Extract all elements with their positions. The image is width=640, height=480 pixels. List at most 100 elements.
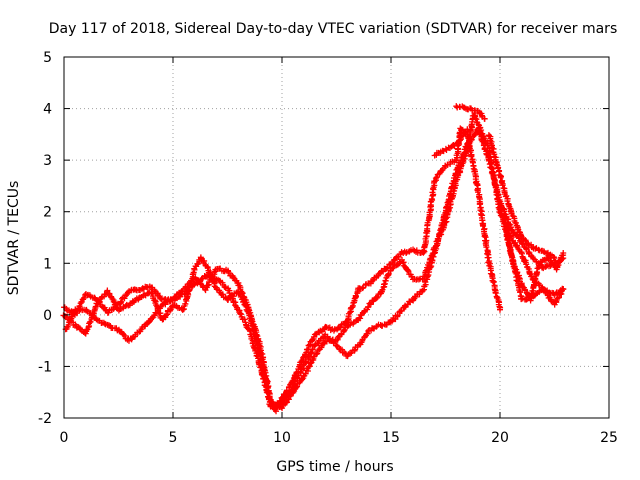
data-point-marker [429,251,436,258]
data-point-marker [373,295,380,302]
x-tick-label: 5 [169,430,178,446]
x-tick-label: 0 [60,430,69,446]
data-point-marker [560,249,567,256]
data-point-marker [483,244,490,251]
data-point-marker [294,383,301,390]
data-point-marker [382,277,389,284]
data-point-marker [145,319,152,326]
data-point-marker [405,268,412,275]
y-tick-label: 3 [43,153,52,169]
y-tick-label: 2 [43,205,52,221]
data-point-marker [383,265,390,272]
data-point-marker [463,148,470,155]
y-axis-label: SDTVAR / TECUs [6,181,22,296]
data-point-marker [313,351,320,358]
data-point-marker [520,241,527,248]
y-tick-label: 0 [43,308,52,324]
data-point-marker [516,274,523,281]
x-tick-label: 25 [600,430,618,446]
data-point-marker [333,342,340,349]
data-point-marker [419,287,426,294]
data-point-marker [135,295,142,302]
data-point-marker [182,300,189,307]
data-point-marker [490,279,497,286]
data-point-marker [498,210,505,217]
data-point-marker [187,282,194,289]
data-point-marker [388,318,395,325]
data-point-marker [164,311,171,318]
data-point-marker [299,376,306,383]
data-point-marker [532,275,539,282]
data-point-marker [110,298,117,305]
data-point-marker [225,270,232,277]
y-tick-label: 5 [43,50,52,66]
data-point-marker [471,132,478,139]
data-point-marker [109,295,116,302]
data-point-marker [432,244,439,251]
data-point-marker [525,240,532,247]
data-point-marker [81,294,88,301]
data-point-marker [560,286,567,293]
data-point-marker [487,137,494,144]
data-point-marker [431,178,438,185]
data-point-marker [121,332,128,339]
data-point-marker [118,298,125,305]
data-point-marker [202,287,209,294]
data-point-marker [87,318,94,325]
y-tick-label: -2 [38,411,52,427]
data-point-marker [554,263,561,270]
data-point-marker [492,158,499,165]
data-point-marker [499,182,506,189]
data-point-marker [497,306,503,313]
data-point-marker [394,312,401,319]
data-point-marker [374,293,381,300]
data-point-marker [385,270,392,277]
data-point-marker [364,330,371,337]
x-axis-label: GPS time / hours [276,459,393,475]
data-point-marker [481,115,488,122]
data-point-marker [428,195,435,202]
data-point-marker [261,374,268,381]
data-point-marker [550,254,557,261]
data-point-marker [472,115,479,122]
data-points [60,103,567,415]
x-tick-label: 20 [491,430,509,446]
data-point-marker [257,357,264,364]
data-point-marker [445,205,452,212]
data-point-marker [129,298,136,305]
data-point-marker [303,349,310,356]
y-tick-label: -1 [38,359,52,375]
data-point-marker [551,255,558,262]
data-point-marker [204,282,211,289]
data-point-marker [340,327,347,334]
data-point-marker [197,254,204,261]
data-point-marker [489,168,496,175]
data-point-marker [293,384,300,391]
data-point-marker [242,302,249,309]
data-point-marker [398,307,405,314]
data-point-marker [237,311,244,318]
data-point-marker [347,309,354,316]
data-point-marker [464,126,471,133]
data-point-marker [492,290,499,297]
data-point-marker [457,137,464,144]
data-point-marker [422,267,429,274]
x-tick-label: 10 [273,430,291,446]
y-tick-label: 4 [43,102,52,118]
data-point-marker [120,331,127,338]
data-point-marker [450,141,457,148]
y-tick-label: 1 [43,256,52,272]
data-point-marker [230,293,237,300]
data-point-marker [438,167,445,174]
plot-border [63,56,610,419]
data-point-marker [241,316,248,323]
chart-title: Day 117 of 2018, Sidereal Day-to-day VTE… [49,21,617,37]
data-point-marker [124,289,131,296]
x-tick-label: 15 [382,430,400,446]
data-point-marker [262,377,269,384]
data-point-marker [219,291,226,298]
data-point-marker [516,289,523,296]
data-point-marker [314,350,321,357]
